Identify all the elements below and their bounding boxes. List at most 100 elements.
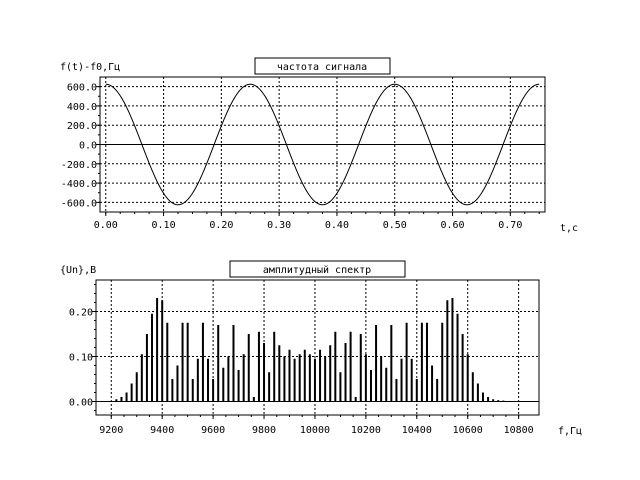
frequency-y-tick-label: -600.0 xyxy=(61,198,97,209)
frequency-title: частота сигнала xyxy=(277,62,367,73)
spectrum-bar xyxy=(405,322,408,402)
frequency-x-tick-label: 0.30 xyxy=(267,220,291,231)
spectrum-bar xyxy=(161,300,164,402)
frequency-y-tick-label: -400.0 xyxy=(61,179,97,190)
spectrum-bar xyxy=(431,365,434,402)
spectrum-bar xyxy=(227,356,230,402)
spectrum-bar xyxy=(359,334,362,402)
spectrum-x-label: f,Гц xyxy=(558,426,582,437)
frequency-y-tick-label: 600.0 xyxy=(67,83,97,94)
spectrum-bar xyxy=(497,400,500,402)
spectrum-bar xyxy=(278,345,281,402)
spectrum-x-tick-label: 10400 xyxy=(402,425,432,436)
spectrum-bar xyxy=(369,370,372,402)
spectrum-bar xyxy=(441,322,444,402)
spectrum-x-tick-label: 10600 xyxy=(453,425,483,436)
spectrum-bar xyxy=(288,349,291,402)
spectrum-bar xyxy=(130,383,133,402)
spectrum-bar xyxy=(456,313,459,402)
frequency-x-tick-label: 0.60 xyxy=(440,220,464,231)
spectrum-bar xyxy=(349,331,352,402)
frequency-grid xyxy=(100,77,545,212)
spectrum-bar xyxy=(232,325,235,402)
spectrum-bar xyxy=(273,331,276,402)
spectrum-bar xyxy=(212,379,215,402)
spectrum-x-tick-label: 10200 xyxy=(351,425,381,436)
spectrum-bar xyxy=(446,300,449,402)
frequency-y-tick-label: -200.0 xyxy=(61,160,97,171)
spectrum-bar xyxy=(466,354,469,402)
spectrum-bar xyxy=(247,334,250,402)
spectrum-bar xyxy=(339,372,342,402)
frequency-x-tick-label: 0.00 xyxy=(94,220,118,231)
spectrum-bar xyxy=(115,399,118,402)
spectrum-x-tick-label: 9800 xyxy=(252,425,276,436)
spectrum-bar xyxy=(120,397,123,402)
spectrum-bar xyxy=(492,399,495,402)
spectrum-bar xyxy=(237,370,240,402)
frequency-title-box xyxy=(254,57,391,75)
spectrum-bar xyxy=(293,358,296,402)
frequency-curve xyxy=(105,83,540,206)
frequency-chart: 0.00 0.10 0.20 0.30 0.40 0.50 0.60 0.70 600.0 400… xyxy=(60,57,578,234)
spectrum-y-label: {Un},В xyxy=(60,265,96,276)
spectrum-bar xyxy=(201,322,204,402)
spectrum-bar xyxy=(364,354,367,402)
spectrum-bar xyxy=(395,379,398,402)
spectrum-bar xyxy=(263,343,266,402)
spectrum-bar xyxy=(507,401,510,402)
spectrum-bar xyxy=(319,349,322,402)
spectrum-bar xyxy=(313,358,316,402)
spectrum-bar xyxy=(252,397,255,402)
spectrum-bar xyxy=(125,392,128,402)
spectrum-bar xyxy=(420,322,423,402)
frequency-y-tick-label: 0.0 xyxy=(79,141,97,152)
spectrum-x-tick-label: 9600 xyxy=(201,425,225,436)
spectrum-bar xyxy=(222,367,225,402)
spectrum-bar xyxy=(207,358,210,402)
spectrum-x-tick-label: 9200 xyxy=(99,425,123,436)
spectrum-bar xyxy=(471,372,474,402)
spectrum-bar xyxy=(166,322,169,402)
spectrum-bar xyxy=(283,356,286,402)
frequency-x-tick-label: 0.20 xyxy=(209,220,233,231)
spectrum-bar xyxy=(329,345,332,402)
spectrum-bar xyxy=(461,334,464,402)
spectrum-bar xyxy=(425,322,428,402)
spectrum-bar xyxy=(451,298,454,402)
spectrum-bar xyxy=(191,379,194,402)
spectrum-bar xyxy=(268,372,271,402)
spectrum-y-tick-label: 0.10 xyxy=(69,353,93,364)
spectrum-bar xyxy=(186,322,189,402)
spectrum-bar xyxy=(140,354,143,402)
frequency-y-label: f(t)-f0,Гц xyxy=(60,62,120,73)
frequency-x-tick-label: 0.10 xyxy=(152,220,176,231)
spectrum-bar xyxy=(400,358,403,402)
spectrum-bar xyxy=(385,367,388,402)
spectrum-x-tick-label: 9400 xyxy=(150,425,174,436)
spectrum-x-tick-label: 10000 xyxy=(300,425,330,436)
spectrum-bar xyxy=(324,356,327,402)
spectrum-bar xyxy=(242,354,245,402)
spectrum-bar xyxy=(196,358,199,402)
spectrum-bar xyxy=(303,349,306,402)
spectrum-title: амплитудный спектр xyxy=(263,264,371,276)
spectrum-ticks: 9200 9400 9600 9800 10000 10200 10400 10600 1080… xyxy=(69,284,534,436)
frequency-x-tick-label: 0.40 xyxy=(325,220,349,231)
spectrum-bar xyxy=(481,392,484,402)
spectrum-y-tick-label: 0.20 xyxy=(69,308,93,319)
spectrum-title-box xyxy=(229,260,406,278)
spectrum-bar xyxy=(298,354,301,402)
spectrum-bar xyxy=(257,331,260,402)
spectrum-bar xyxy=(334,331,337,402)
spectrum-bar xyxy=(415,379,418,402)
spectrum-bar xyxy=(502,400,505,402)
spectrum-bar xyxy=(436,379,439,402)
spectrum-bar xyxy=(308,354,311,402)
spectrum-bar xyxy=(145,334,148,402)
spectrum-bar xyxy=(151,313,154,402)
frequency-ticks: 0.00 0.10 0.20 0.30 0.40 0.50 0.60 0.70 600.0 400… xyxy=(61,83,540,231)
spectrum-bar xyxy=(354,397,357,402)
spectrum-bar xyxy=(156,298,159,402)
spectrum-bar xyxy=(380,356,383,402)
